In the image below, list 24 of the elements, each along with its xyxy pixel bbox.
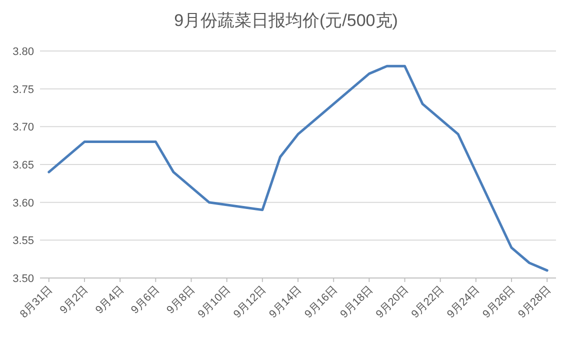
x-tick-label: 9月6日 xyxy=(129,284,162,316)
x-tick-label: 9月24日 xyxy=(445,284,482,321)
x-tick-label: 9月8日 xyxy=(164,284,198,316)
chart-title: 9月份蔬菜日报均价(元/500克) xyxy=(174,11,398,30)
x-tick-label: 8月31日 xyxy=(18,284,56,321)
y-tick-label: 3.70 xyxy=(12,122,34,134)
y-tick-label: 3.65 xyxy=(12,160,34,172)
y-tick-label: 3.60 xyxy=(12,197,34,210)
x-tick-label: 9月20日 xyxy=(374,284,411,321)
x-tick-label: 9月10日 xyxy=(196,284,233,321)
x-tick-label: 9月14日 xyxy=(267,284,304,321)
y-tick-label: 3.50 xyxy=(12,273,34,285)
y-tick-label: 3.75 xyxy=(12,84,34,96)
x-tick-label: 9月4日 xyxy=(93,284,126,316)
x-tick-label: 9月22日 xyxy=(409,284,446,321)
x-tick-label: 9月16日 xyxy=(302,284,340,321)
x-tick-label: 9月28日 xyxy=(516,284,554,321)
y-tick-label: 3.55 xyxy=(12,235,34,248)
y-tick-label: 3.80 xyxy=(12,46,34,58)
x-tick-label: 9月18日 xyxy=(338,284,376,321)
line-series xyxy=(48,64,548,272)
x-tick-label: 9月12日 xyxy=(232,284,269,321)
x-tick-label: 9月2日 xyxy=(58,284,91,316)
x-tick-label: 9月26日 xyxy=(480,284,518,321)
